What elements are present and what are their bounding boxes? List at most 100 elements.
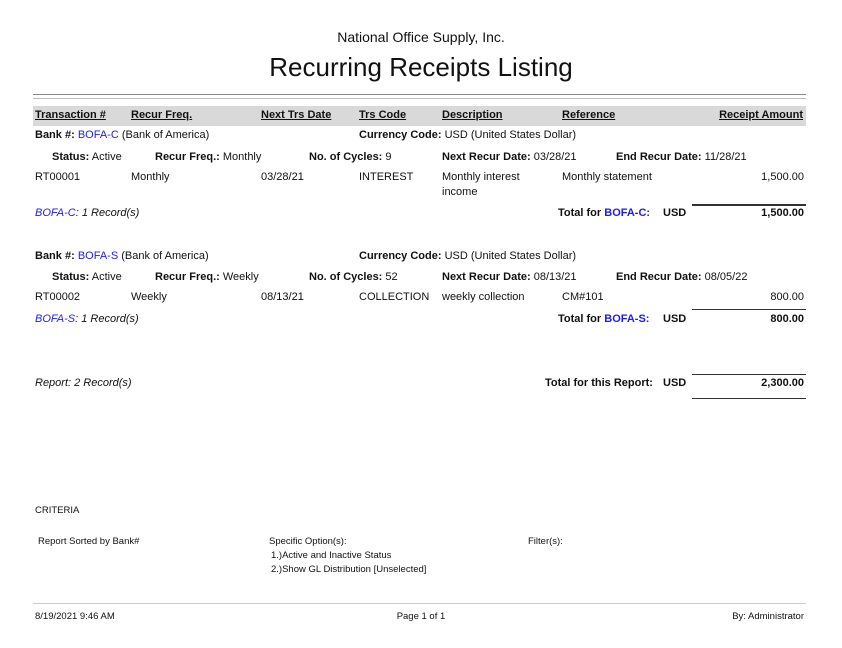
total-currency: USD [663,207,687,219]
bank-link[interactable]: BOFA-S: [604,313,650,325]
col-recur-freq[interactable]: Recur Freq. [131,109,193,121]
bank-name: (Bank of America) [121,250,209,262]
recur-freq: Recur Freq.: Monthly [155,151,261,163]
criteria-options-label: Specific Option(s): [269,536,347,547]
cycles: No. of Cycles: 52 [309,271,398,283]
report-currency: USD [663,377,687,389]
recur-freq: Recur Freq.: Weekly [155,271,259,283]
cell-date: 08/13/21 [261,291,304,303]
next-recur-label: Next Recur Date: [442,151,531,163]
status-label: Status: [52,271,90,283]
cell-ref: Monthly statement [562,171,652,183]
cell-desc-cont: income [442,186,478,198]
col-reference[interactable]: Reference [562,109,616,121]
report-total-label: Total for this Report: [545,377,653,389]
cell-freq: Weekly [131,291,167,303]
next-recur: Next Recur Date: 03/28/21 [442,151,577,163]
criteria-option: 2.)Show GL Distribution [Unselected] [271,564,427,575]
bank-link[interactable]: BOFA-C: [604,207,651,219]
group-total: 1,500.00 [761,207,804,219]
bank-line: Bank #: BOFA-C (Bank of America) [35,129,209,141]
group-total: 800.00 [770,313,804,325]
criteria-heading: CRITERIA [35,505,80,516]
bank-link[interactable]: BOFA-C [77,129,119,141]
report-total: 2,300.00 [761,377,804,389]
col-receipt-amount[interactable]: Receipt Amount [719,109,803,121]
bank-label: Bank #: [35,129,75,141]
divider [33,94,806,95]
record-count: : 1 Record(s) [75,207,140,219]
cycles-label: No. of Cycles: [309,271,383,283]
footer-datetime: 8/19/2021 9:46 AM [35,611,115,622]
end-recur-label: End Recur Date: [616,151,702,163]
currency-line: Currency Code: USD (United States Dollar… [359,250,576,262]
total-for: Total for [558,313,602,325]
cell-freq: Monthly [131,171,170,183]
column-header: Transaction # Recur Freq. Next Trs Date … [33,106,806,126]
col-trs-code[interactable]: Trs Code [359,109,407,121]
footer-page: Page 1 of 1 [396,611,446,622]
end-recur-label: End Recur Date: [616,271,702,283]
next-recur-label: Next Recur Date: [442,271,531,283]
group-record-count: BOFA-C: 1 Record(s) [35,207,139,219]
bank-link[interactable]: BOFA-S [35,313,76,325]
cell-trans: RT00001 [35,171,81,183]
report-title: Recurring Receipts Listing [269,52,573,82]
cell-desc: weekly collection [442,291,525,303]
divider [33,98,806,99]
cell-trans: RT00002 [35,291,81,303]
footer-divider [33,603,806,604]
end-recur-value: 11/28/21 [704,151,747,163]
col-transaction[interactable]: Transaction # [35,109,106,121]
cycles-label: No. of Cycles: [309,151,383,163]
total-rule [692,309,806,310]
total-currency: USD [663,313,687,325]
currency-label: Currency Code: [359,250,442,262]
status-value: Active [91,271,122,283]
col-next-trs-date[interactable]: Next Trs Date [261,109,332,121]
currency-label: Currency Code: [359,129,442,141]
currency-value: USD (United States Dollar) [444,250,577,262]
recur-freq-label: Recur Freq.: [155,151,220,163]
currency-line: Currency Code: USD (United States Dollar… [359,129,576,141]
total-for: Total for [558,207,602,219]
status: Status: Active [52,271,122,283]
next-recur-value: 08/13/21 [533,271,577,283]
bank-link[interactable]: BOFA-S [77,250,119,262]
next-recur-value: 03/28/21 [533,151,577,163]
status-value: Active [91,151,122,163]
total-rule [692,374,806,375]
criteria-filters-label: Filter(s): [528,536,563,547]
status-label: Status: [52,151,90,163]
group-total-label: Total for BOFA-S: [558,313,649,325]
cycles-value: 52 [385,271,398,283]
company-name: National Office Supply, Inc. [337,29,505,45]
status: Status: Active [52,151,122,163]
bank-link[interactable]: BOFA-C [35,207,76,219]
bank-line: Bank #: BOFA-S (Bank of America) [35,250,209,262]
report-record-count: Report: 2 Record(s) [35,377,132,389]
total-rule [692,398,806,399]
criteria-sorted: Report Sorted by Bank# [38,536,140,547]
group-record-count: BOFA-S: 1 Record(s) [35,313,139,325]
cell-code: INTEREST [359,171,414,183]
cell-code: COLLECTION [359,291,430,303]
bank-name: (Bank of America) [121,129,210,141]
cycles: No. of Cycles: 9 [309,151,392,163]
currency-value: USD (United States Dollar) [444,129,577,141]
cell-desc: Monthly interest [442,171,520,183]
footer-by: By: Administrator [732,611,804,622]
end-recur-value: 08/05/22 [704,271,748,283]
record-count: : 1 Record(s) [75,313,139,325]
total-rule [692,204,806,206]
end-recur: End Recur Date: 08/05/22 [616,271,747,283]
cell-ref: CM#101 [562,291,604,303]
end-recur: End Recur Date: 11/28/21 [616,151,747,163]
cell-date: 03/28/21 [261,171,304,183]
bank-label: Bank #: [35,250,75,262]
cycles-value: 9 [385,151,392,163]
col-description[interactable]: Description [442,109,503,121]
group-total-label: Total for BOFA-C: [558,207,650,219]
criteria-option: 1.)Active and Inactive Status [271,550,392,561]
